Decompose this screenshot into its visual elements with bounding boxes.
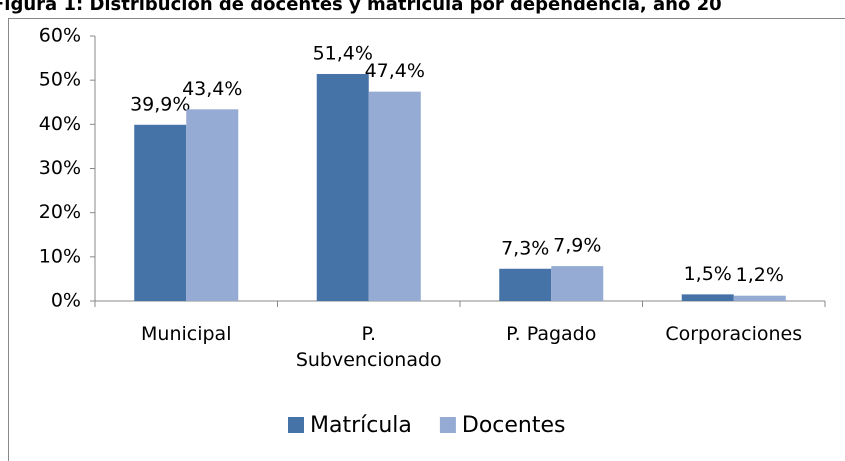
y-tick-label: 0% [51, 290, 81, 312]
data-label: 7,9% [553, 235, 601, 257]
x-tick-label: Municipal [141, 323, 232, 345]
x-tick-label: Corporaciones [665, 323, 803, 345]
chart-border [8, 18, 845, 461]
y-tick-label: 60% [39, 25, 81, 47]
legend-label: Docentes [462, 413, 566, 438]
y-tick-label: 40% [39, 113, 81, 135]
y-tick-label: 10% [39, 245, 81, 267]
data-label: 39,9% [130, 93, 190, 115]
data-label: 1,2% [736, 264, 784, 286]
data-label: 43,4% [182, 78, 242, 100]
y-tick-label: 30% [39, 157, 81, 179]
legend-swatch [439, 417, 456, 433]
bar [499, 268, 552, 301]
bar [134, 124, 187, 302]
data-label: 1,5% [684, 263, 732, 285]
data-label: 47,4% [365, 60, 425, 82]
legend-swatch [288, 417, 304, 433]
bar [733, 295, 786, 301]
bar [681, 294, 734, 301]
x-tick-label: P. Subvencionado [295, 323, 442, 371]
bar [368, 91, 421, 302]
chart-title: Figura 1: Distribución de docentes y mat… [0, 0, 722, 15]
y-tick-label: 20% [39, 201, 81, 223]
y-tick-label: 50% [39, 69, 81, 91]
x-tick-label: P. Pagado [506, 323, 597, 345]
bar [551, 266, 604, 301]
data-label: 51,4% [313, 42, 373, 64]
data-label: 7,3% [501, 237, 549, 259]
bar [316, 73, 369, 301]
bar [186, 109, 239, 301]
legend-label: Matrícula [310, 413, 412, 438]
